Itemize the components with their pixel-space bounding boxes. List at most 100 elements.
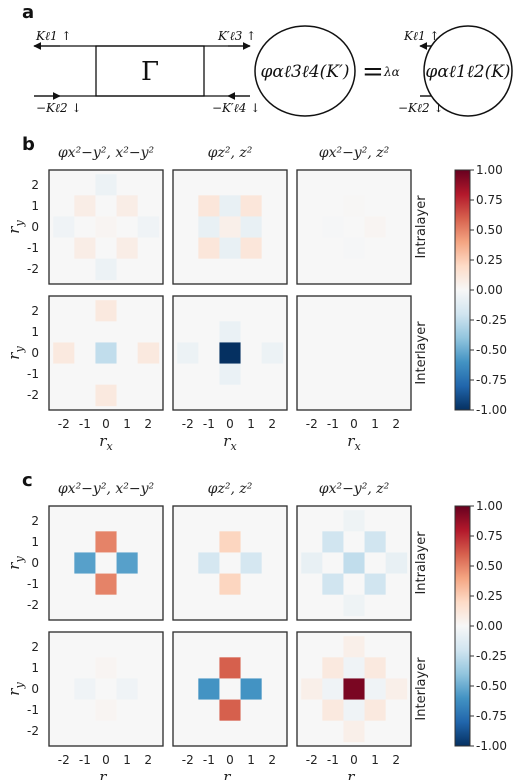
heatmap-border [172, 169, 288, 285]
heatmap-cell [301, 657, 323, 679]
column-title: φx²−y², x²−y² [58, 481, 155, 497]
heatmap-cell [240, 258, 263, 281]
y-tick-label: -2 [27, 724, 39, 738]
x-tick-label: -2 [182, 417, 194, 431]
heatmap-cell [343, 636, 365, 658]
heatmap-cell [177, 510, 199, 532]
heatmap-cell [177, 552, 199, 574]
panel-letter-a: a [22, 2, 34, 23]
x-tick-label: -1 [79, 417, 91, 431]
heatmap-cell [137, 363, 160, 386]
phi-left-circle [254, 25, 356, 117]
heatmap-cell [177, 237, 199, 260]
heatmap-cell [116, 195, 139, 217]
heatmap-cell [301, 363, 323, 386]
heatmap-cell [95, 237, 117, 260]
heatmap-cell [385, 573, 408, 596]
x-tick-label: -2 [58, 417, 70, 431]
heatmap-cell [95, 300, 117, 322]
x-tick-label: -2 [58, 753, 70, 767]
heatmap-cell [364, 552, 387, 574]
heatmap-cell [219, 342, 241, 364]
heatmap-cell [364, 699, 387, 722]
gamma-symbol: Γ [141, 57, 159, 87]
heatmap-cell [53, 363, 75, 386]
panel-letter-c: c [22, 470, 33, 491]
y-axis-label: ry [5, 220, 26, 234]
heatmap-border [172, 631, 288, 747]
lambda-label: λα [383, 65, 400, 79]
colorbar-tick-label: 1.00 [476, 163, 503, 177]
heatmap-cell [116, 552, 139, 574]
heatmap-cell [53, 321, 75, 343]
heatmap-cell [116, 300, 139, 322]
heatmap-cell [343, 237, 365, 260]
heatmap-cell [95, 552, 117, 574]
heatmap-cell [343, 384, 365, 407]
heatmap-cell [137, 216, 160, 238]
x-axis-label: rx [99, 768, 113, 780]
heatmap-cell [177, 720, 199, 743]
heatmap-border [48, 631, 164, 747]
colorbar-tick-label: 1.00 [476, 499, 503, 513]
heatmap-cell [219, 363, 241, 386]
colorbar-tick-label: 0.25 [476, 253, 503, 267]
x-tick-label: -2 [182, 753, 194, 767]
heatmap-cell [198, 510, 220, 532]
colorbar [454, 505, 471, 747]
heatmap-cell [343, 678, 365, 700]
heatmap-cell [116, 720, 139, 743]
heatmap-cell [240, 699, 263, 722]
heatmap-cell [53, 657, 75, 679]
heatmap-cell [116, 594, 139, 617]
heatmap-cell [137, 174, 160, 196]
heatmap-cell [137, 594, 160, 617]
heatmap-cell [343, 363, 365, 386]
heatmap-cell [198, 300, 220, 322]
colorbar-tick-label: 0.75 [476, 529, 503, 543]
heatmap-cell [137, 573, 160, 596]
heatmap-cell [95, 321, 117, 343]
heatmap-cell [95, 384, 117, 407]
heatmap-cell [53, 678, 75, 700]
heatmap-cell [343, 195, 365, 217]
heatmap-cell [261, 174, 284, 196]
heatmap-cell [137, 678, 160, 700]
y-tick-label: -2 [27, 598, 39, 612]
heatmap-cell [343, 342, 365, 364]
heatmap-cell [261, 384, 284, 407]
heatmap-cell [364, 678, 387, 700]
heatmap-cell [116, 342, 139, 364]
y-tick-label: -2 [27, 262, 39, 276]
heatmap-cell [385, 300, 408, 322]
heatmap-cell [240, 174, 263, 196]
heatmap-cell [364, 636, 387, 658]
heatmap-cell [219, 699, 241, 722]
heatmap-cell [74, 573, 96, 596]
x-tick-label: 0 [350, 417, 358, 431]
heatmap-cell [240, 678, 263, 700]
heatmap-cell [116, 321, 139, 343]
heatmap-cell [385, 699, 408, 722]
heatmap-cell [177, 594, 199, 617]
heatmap-cell [385, 321, 408, 343]
heatmap-cell [74, 342, 96, 364]
heatmap-cell [177, 363, 199, 386]
y-tick-label: 0 [31, 346, 39, 360]
heatmap-cell [74, 636, 96, 658]
colorbar-tick-label: -0.50 [476, 679, 507, 693]
colorbar-tick-label: 0.75 [476, 193, 503, 207]
heatmap-cell [261, 678, 284, 700]
heatmap-cell [198, 678, 220, 700]
heatmap-cell [343, 699, 365, 722]
diagram-panel: a Γ φαℓ3ℓ4(K′) Kℓ1 ↑ −Kℓ2 ↓ K′ℓ3 ↑ −K′ℓ4… [22, 2, 513, 117]
heatmap-cell [364, 216, 387, 238]
heatmap-cell [219, 258, 241, 281]
heatmap-cell [137, 237, 160, 260]
colorbar-tick-label: -0.75 [476, 373, 507, 387]
phi-left-label: φαℓ3ℓ4(K′) [260, 62, 349, 82]
heatmap-cell [137, 384, 160, 407]
heatmap-cell [240, 216, 263, 238]
heatmap-cell [322, 195, 344, 217]
